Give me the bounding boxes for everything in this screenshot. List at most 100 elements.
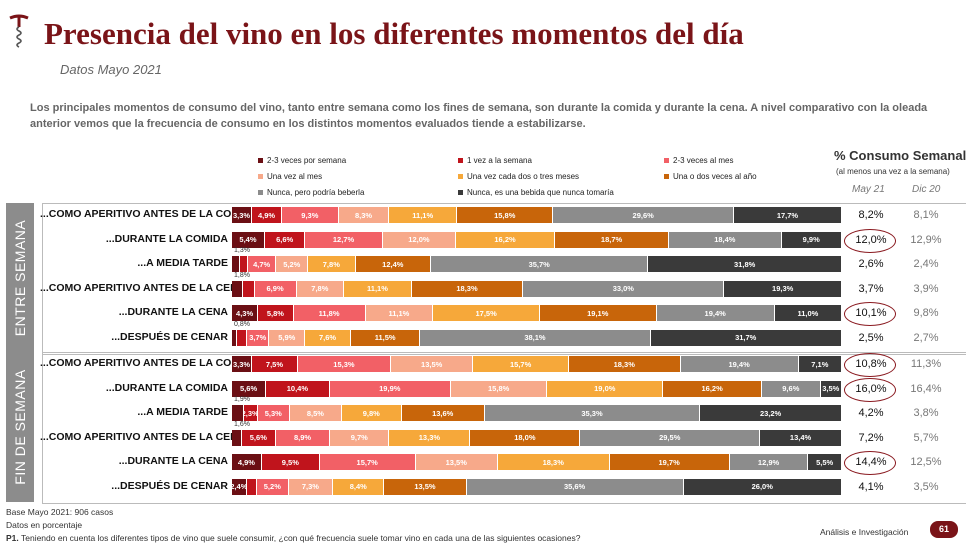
legend-swatch <box>258 158 263 163</box>
bar-segment: 5,6% <box>232 380 267 397</box>
row-label: ...DURANTE LA COMIDA <box>105 232 228 245</box>
legend-label: Nunca, es una bebida que nunca tomaría <box>467 188 614 197</box>
stacked-bar: 3,7% 5,9% 7,6% 11,5% 38,1% 31,7% <box>232 329 842 346</box>
bar-segment <box>232 405 244 421</box>
row-label: ...DESPUÉS DE CENAR <box>111 330 228 343</box>
value-dic20: 2,7% <box>913 331 939 344</box>
bar-segment: 7,1% <box>798 356 842 372</box>
page-subtitle: Datos Mayo 2021 <box>60 62 162 77</box>
legend-item: Una o dos veces al año <box>664 172 757 181</box>
column-header-may21: May 21 <box>852 184 885 195</box>
bar-segment <box>236 329 248 346</box>
bar-segment: 5,2% <box>276 256 309 272</box>
stacked-bar: 4,9% 9,5% 15,7% 13,5% 18,3% 19,7% 12,9% 5,5% <box>232 454 842 470</box>
legend-label: Nunca, pero podría beberla <box>267 188 365 197</box>
row-label: ...COMO APERITIVO ANTES DE LA COMIDA <box>40 357 259 369</box>
legend-item: Una vez al mes <box>258 172 322 181</box>
bar-segment: 7,8% <box>296 280 345 297</box>
stacked-bar: 4,7% 5,2% 7,8% 12,4% 35,7% 31,8% <box>232 256 842 272</box>
bar-segment <box>232 329 237 346</box>
group-label: FIN DE SEMANA <box>6 352 34 502</box>
legend-label: 1 vez a la semana <box>467 156 532 165</box>
bar-segment: 13,4% <box>760 429 842 446</box>
legend-swatch <box>458 158 463 163</box>
bar-segment: 11,1% <box>344 280 412 297</box>
bar-segment: 26,0% <box>683 478 842 495</box>
bar-segment: 11,5% <box>350 329 421 346</box>
bar-segment: 15,7% <box>473 356 569 372</box>
bar-segment: 12,0% <box>382 231 457 248</box>
footer-datos: Datos en porcentaje <box>6 520 83 530</box>
bar-segment: 9,6% <box>762 380 821 397</box>
bar-segment: 17,5% <box>433 305 541 321</box>
bar-segment: 35,7% <box>431 256 649 272</box>
row-label: ...DURANTE LA COMIDA <box>105 381 228 394</box>
value-dic20: 12,5% <box>910 456 942 468</box>
bar-segment: 3,5% <box>820 380 842 397</box>
bar-segment: 3,7% <box>247 329 270 346</box>
bar-segment: 12,4% <box>355 256 432 272</box>
value-dic20: 8,1% <box>913 209 939 221</box>
legend-label: 2-3 veces por semana <box>267 156 347 165</box>
small-segment-label: 1,8% <box>234 271 250 279</box>
bar-segment: 4,3% <box>232 305 259 321</box>
consumo-semanal-subtitle: (al menos una vez a la semana) <box>836 167 950 176</box>
value-dic20: 11,3% <box>910 358 942 370</box>
value-may21: 2,6% <box>858 258 884 270</box>
footer-analisis: Análisis e Investigación <box>820 527 909 537</box>
bar-segment: 5,3% <box>257 405 290 421</box>
row-label: ...A MEDIA TARDE <box>137 406 228 418</box>
page-number: 61 <box>930 521 958 538</box>
highlight-circle <box>844 302 896 326</box>
stacked-bar: 2,4% 5,2%7,3%8,4%13,5%35,6%26,0% <box>232 478 842 495</box>
bar-segment: 18,0% <box>470 429 581 446</box>
legend-label: Una vez cada dos o tres meses <box>467 172 580 181</box>
bar-segment: 8,5% <box>289 405 342 421</box>
value-dic20: 2,4% <box>913 258 939 270</box>
row-label: ...COMO APERITIVO ANTES DE LA COMIDA <box>40 208 259 220</box>
row-label: ...DURANTE LA CENA <box>118 306 228 318</box>
row-label: ...COMO APERITIVO ANTES DE LA CENA <box>40 281 246 294</box>
bar-segment: 5,4% <box>232 231 265 248</box>
bar-segment: 8,4% <box>333 478 385 495</box>
group-box <box>42 203 966 355</box>
bar-segment: 19,9% <box>329 380 451 397</box>
bar-segment: 19,4% <box>656 305 775 321</box>
bar-segment: 11,1% <box>365 305 434 321</box>
bar-segment: 13,5% <box>391 356 474 372</box>
bar-segment: 3,3% <box>232 356 253 372</box>
stacked-bar: 5,4% 6,6% 12,7% 12,0% 16,2% 18,7% 18,4% 9,9% <box>232 231 842 248</box>
group-label-text: ENTRE SEMANA <box>12 219 28 337</box>
value-dic20: 9,8% <box>913 307 939 319</box>
value-dic20: 5,7% <box>913 431 939 444</box>
value-dic20: 3,5% <box>913 480 939 493</box>
value-may21: 4,1% <box>858 480 884 493</box>
value-dic20: 16,4% <box>910 382 942 395</box>
corkscrew-logo-icon <box>9 14 29 48</box>
legend-label: Una vez al mes <box>267 172 323 181</box>
group-box <box>42 352 966 504</box>
bar-segment: 18,3% <box>411 280 524 297</box>
bar-segment: 3,3% <box>232 207 253 223</box>
group-label: ENTRE SEMANA <box>6 203 34 353</box>
bar-segment: 13,5% <box>384 478 467 495</box>
page-title: Presencia del vino en los diferentes mom… <box>44 16 744 51</box>
bar-segment: 15,3% <box>297 356 392 372</box>
bar-segment: 33,0% <box>523 280 725 297</box>
bar-segment: 13,3% <box>389 429 471 446</box>
stacked-bar: 4,3% 5,8% 11,8% 11,1% 17,5% 19,1% 19,4% 11,0% <box>232 305 842 321</box>
bar-segment: 16,2% <box>456 231 555 248</box>
row-label: ...DESPUÉS DE CENAR <box>111 479 228 492</box>
bar-segment: 18,7% <box>554 231 670 248</box>
legend-label: 2-3 veces al mes <box>673 156 734 165</box>
bar-segment: 29,5% <box>580 429 761 446</box>
small-segment-label: 1,3% <box>234 247 250 254</box>
stacked-bar: 5,6% 8,9% 9,7% 13,3% 18,0% 29,5% 13,4% <box>232 429 842 446</box>
legend-item: 2-3 veces por semana <box>258 156 346 165</box>
bar-segment: 19,1% <box>540 305 657 321</box>
bar-segment: 19,3% <box>724 280 842 297</box>
bar-segment: 4,9% <box>232 454 262 470</box>
bar-segment <box>239 256 248 272</box>
bar-segment: 9,8% <box>341 405 402 421</box>
bar-segment: 9,3% <box>282 207 339 223</box>
